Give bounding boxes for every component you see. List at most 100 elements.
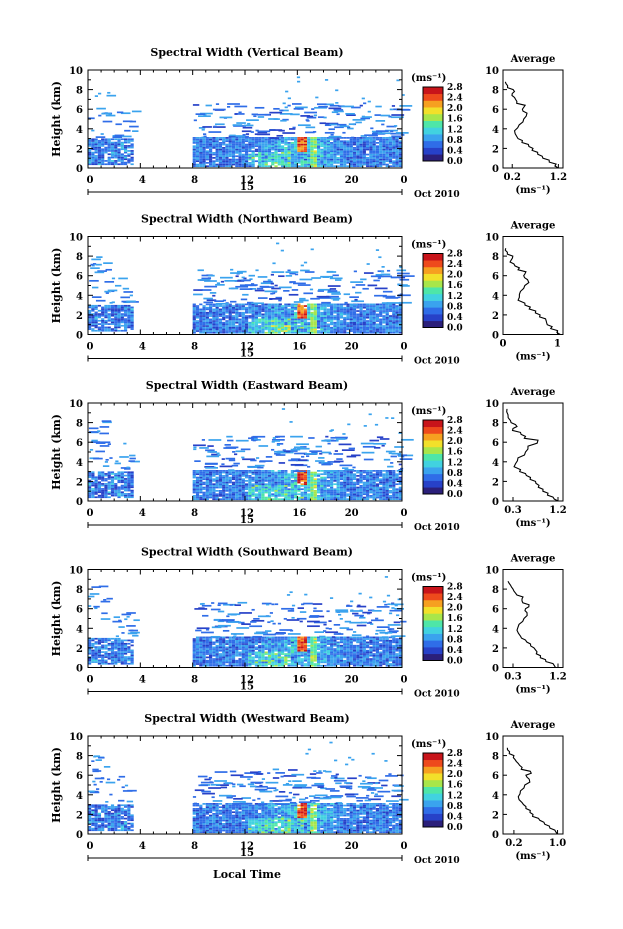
heatmap-cell: [391, 114, 405, 116]
heatmap-cell: [290, 486, 294, 489]
heatmap-cell: [277, 478, 281, 481]
heatmap-cell: [392, 316, 396, 319]
heatmap-cell: [222, 325, 226, 327]
heatmap-cell: [264, 498, 268, 501]
heatmap-cell: [253, 438, 258, 440]
heatmap-cell: [333, 316, 337, 319]
heatmap-cell: [228, 308, 232, 311]
heatmap-cell: [261, 331, 265, 334]
heatmap-cell: [362, 330, 366, 332]
heatmap-cell: [339, 470, 344, 472]
heatmap-cell: [117, 321, 121, 324]
heatmap-cell: [284, 450, 298, 452]
heatmap-cell: [94, 161, 98, 164]
heatmap-cell: [362, 478, 366, 481]
heatmap-cell: [330, 496, 334, 499]
heatmap-cell: [110, 493, 115, 495]
heatmap-cell: [123, 291, 134, 293]
heatmap-cell: [316, 480, 321, 482]
heatmap-cell: [382, 473, 386, 476]
heatmap-cell: [300, 328, 304, 331]
heatmap-cell: [287, 97, 291, 100]
heatmap-cell: [323, 150, 327, 153]
heatmap-cell: [313, 330, 317, 332]
heatmap-cell: [221, 463, 225, 466]
heatmap-cell: [241, 306, 245, 309]
heatmap-cell: [397, 294, 411, 297]
heatmap-cell: [320, 138, 324, 141]
heatmap-cell: [88, 324, 92, 327]
heatmap-cell: [310, 331, 314, 334]
heatmap-cell: [91, 304, 95, 307]
heatmap-cell: [326, 138, 330, 141]
heatmap-cell: [245, 493, 249, 496]
heatmap-cell: [97, 654, 102, 657]
heatmap-cell: [94, 479, 98, 482]
heatmap-cell: [280, 306, 285, 309]
colorbar-tick-label: 0.4: [447, 479, 463, 489]
heatmap-cell: [218, 137, 223, 139]
heatmap-cell: [326, 160, 330, 163]
heatmap-cell: [94, 484, 98, 487]
heatmap-cell: [130, 313, 134, 315]
heatmap-cell: [307, 326, 311, 329]
heatmap-cell: [195, 328, 200, 331]
colorbar-swatch: [423, 120, 443, 128]
heatmap-cell: [195, 147, 200, 149]
heatmap-cell: [264, 137, 268, 139]
heatmap-cell: [245, 476, 249, 479]
heatmap-cell: [238, 160, 242, 163]
heatmap-cell: [277, 476, 281, 479]
heatmap-cell: [310, 147, 314, 149]
heatmap-cell: [352, 147, 357, 149]
heatmap-cell: [310, 323, 314, 326]
heatmap-cell: [231, 475, 236, 477]
heatmap-cell: [359, 490, 363, 492]
heatmap-cell: [366, 470, 370, 472]
heatmap-cell: [235, 138, 239, 141]
x-tick-label: 0: [87, 342, 94, 353]
heatmap-cell: [287, 311, 291, 314]
heatmap-cell: [320, 498, 324, 501]
heatmap-cell: [321, 303, 332, 306]
heatmap-cell: [199, 485, 203, 487]
heatmap-cell: [375, 305, 380, 307]
heatmap-cell: [97, 661, 102, 663]
heatmap-cell: [339, 464, 353, 467]
heatmap-cell: [218, 313, 223, 316]
heatmap-cell: [294, 140, 298, 143]
heatmap-cell: [280, 152, 285, 154]
heatmap-cell: [313, 331, 317, 334]
heatmap-cell: [248, 148, 252, 151]
heatmap-cell: [280, 481, 285, 484]
heatmap-cell: [225, 140, 229, 143]
heatmap-cell: [215, 316, 219, 319]
heatmap-cell: [375, 148, 380, 151]
avg-x-tick-label: 0.3: [504, 505, 521, 516]
heatmap-cell: [297, 493, 301, 496]
heatmap-cell: [282, 118, 289, 121]
heatmap-cell: [205, 331, 209, 334]
heatmap-cell: [209, 148, 213, 151]
heatmap-cell: [330, 490, 334, 492]
heatmap-cell: [88, 153, 92, 156]
heatmap-cell: [218, 325, 223, 327]
heatmap-cell: [349, 328, 353, 331]
heatmap-cell: [316, 496, 321, 499]
heatmap-cell: [241, 318, 245, 321]
heatmap-cell: [258, 315, 262, 317]
heatmap-cell: [366, 485, 370, 487]
heatmap-cell: [310, 491, 314, 494]
heatmap-cell: [398, 318, 402, 321]
heatmap-cell: [238, 142, 242, 144]
heatmap-cell: [101, 641, 105, 643]
heatmap-cell: [310, 330, 314, 332]
heatmap-cell: [91, 258, 101, 261]
heatmap-cell: [343, 475, 347, 477]
x-tick-label: 12: [240, 508, 254, 519]
heatmap-cell: [209, 308, 213, 311]
heatmap-cell: [343, 320, 347, 322]
heatmap-cell: [257, 113, 270, 116]
heatmap-cell: [280, 140, 285, 143]
heatmap-cell: [336, 475, 340, 477]
